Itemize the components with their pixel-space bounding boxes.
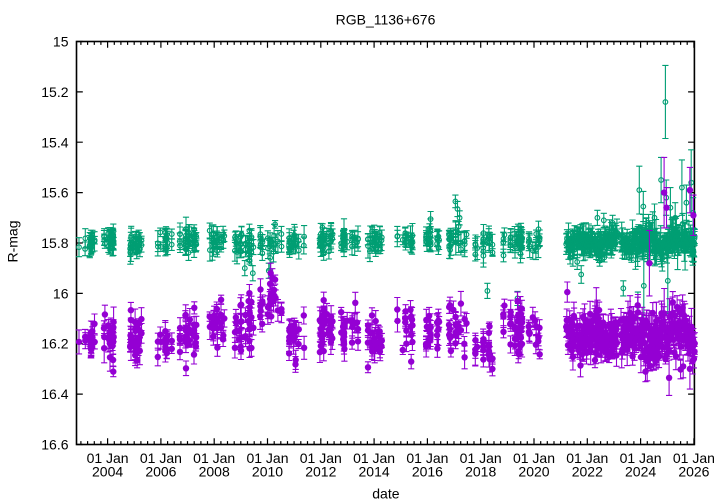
svg-text:15: 15 (53, 34, 69, 50)
svg-text:01 Jan: 01 Jan (406, 450, 448, 466)
svg-text:01 Jan: 01 Jan (353, 450, 395, 466)
svg-text:16.2: 16.2 (41, 336, 68, 352)
svg-text:R-mag: R-mag (5, 220, 21, 262)
svg-text:16.4: 16.4 (41, 386, 68, 402)
svg-text:01 Jan: 01 Jan (140, 450, 182, 466)
svg-text:2022: 2022 (572, 464, 603, 480)
svg-text:date: date (372, 486, 399, 502)
svg-text:15.2: 15.2 (41, 84, 68, 100)
svg-text:2014: 2014 (359, 464, 390, 480)
svg-text:01 Jan: 01 Jan (460, 450, 502, 466)
svg-text:01 Jan: 01 Jan (513, 450, 555, 466)
svg-text:01 Jan: 01 Jan (87, 450, 129, 466)
svg-text:2026: 2026 (678, 464, 709, 480)
svg-text:2024: 2024 (625, 464, 656, 480)
svg-text:01 Jan: 01 Jan (300, 450, 342, 466)
svg-text:16: 16 (53, 285, 69, 301)
svg-text:2012: 2012 (305, 464, 336, 480)
svg-text:2016: 2016 (412, 464, 443, 480)
svg-text:2006: 2006 (145, 464, 176, 480)
svg-text:01 Jan: 01 Jan (673, 450, 715, 466)
svg-text:16.6: 16.6 (41, 437, 68, 453)
svg-text:01 Jan: 01 Jan (193, 450, 235, 466)
svg-text:2018: 2018 (465, 464, 496, 480)
svg-text:15.8: 15.8 (41, 235, 68, 251)
svg-text:15.6: 15.6 (41, 185, 68, 201)
svg-text:01 Jan: 01 Jan (620, 450, 662, 466)
svg-text:2010: 2010 (252, 464, 283, 480)
svg-text:15.4: 15.4 (41, 134, 68, 150)
svg-text:RGB_1136+676: RGB_1136+676 (336, 12, 436, 28)
svg-text:01 Jan: 01 Jan (566, 450, 608, 466)
svg-text:2004: 2004 (92, 464, 123, 480)
svg-text:01 Jan: 01 Jan (246, 450, 288, 466)
svg-text:2020: 2020 (518, 464, 549, 480)
svg-text:2008: 2008 (199, 464, 230, 480)
